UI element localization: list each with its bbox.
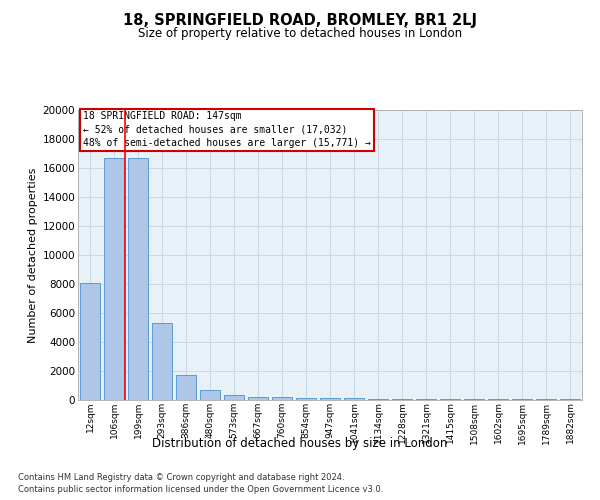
Bar: [128, 158, 148, 400]
Bar: [440, 399, 460, 400]
Bar: [344, 398, 364, 400]
Bar: [416, 399, 436, 400]
Text: 18 SPRINGFIELD ROAD: 147sqm
← 52% of detached houses are smaller (17,032)
48% of: 18 SPRINGFIELD ROAD: 147sqm ← 52% of det…: [83, 112, 371, 148]
Bar: [80, 282, 100, 400]
Bar: [320, 398, 340, 400]
Bar: [392, 399, 412, 400]
Bar: [368, 398, 388, 400]
Bar: [464, 399, 484, 400]
Text: Contains public sector information licensed under the Open Government Licence v3: Contains public sector information licen…: [18, 485, 383, 494]
Bar: [248, 396, 268, 400]
Text: 18, SPRINGFIELD ROAD, BROMLEY, BR1 2LJ: 18, SPRINGFIELD ROAD, BROMLEY, BR1 2LJ: [123, 12, 477, 28]
Text: Contains HM Land Registry data © Crown copyright and database right 2024.: Contains HM Land Registry data © Crown c…: [18, 472, 344, 482]
Bar: [176, 374, 196, 400]
Text: Size of property relative to detached houses in London: Size of property relative to detached ho…: [138, 28, 462, 40]
Bar: [224, 395, 244, 400]
Bar: [272, 397, 292, 400]
Bar: [104, 158, 124, 400]
Bar: [200, 390, 220, 400]
Text: Distribution of detached houses by size in London: Distribution of detached houses by size …: [152, 438, 448, 450]
Bar: [296, 398, 316, 400]
Y-axis label: Number of detached properties: Number of detached properties: [28, 168, 38, 342]
Bar: [152, 323, 172, 400]
